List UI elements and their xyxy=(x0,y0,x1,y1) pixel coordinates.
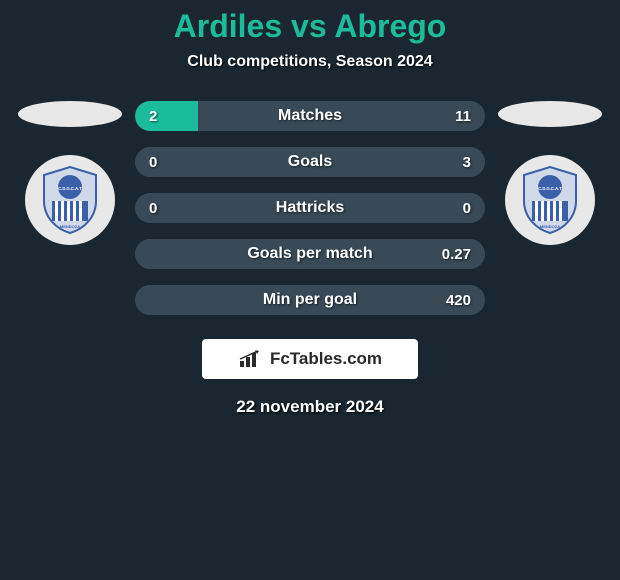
stat-label: Goals per match xyxy=(247,245,372,263)
stat-value-right: 3 xyxy=(463,154,471,171)
right-player-col: C.D.G.C.A.T MENDOZA xyxy=(495,101,605,245)
page-title: Ardiles vs Abrego xyxy=(0,8,620,45)
shield-icon: C.D.G.C.A.T MENDOZA xyxy=(40,165,100,235)
brand-badge[interactable]: FcTables.com xyxy=(202,339,418,379)
svg-text:MENDOZA: MENDOZA xyxy=(540,224,560,229)
left-player-avatar xyxy=(18,101,122,127)
svg-text:C.D.G.C.A.T: C.D.G.C.A.T xyxy=(58,186,82,191)
stat-fill-left xyxy=(135,101,198,131)
stat-bar: 2 Matches 11 xyxy=(135,101,485,131)
comparison-row: C.D.G.C.A.T MENDOZA 2 Matches 11 0 Goals 3 0 Ha… xyxy=(0,101,620,315)
svg-text:MENDOZA: MENDOZA xyxy=(60,224,80,229)
stat-value-right: 0 xyxy=(463,200,471,217)
stat-bars: 2 Matches 11 0 Goals 3 0 Hattricks 0 Goals per ma… xyxy=(135,101,485,315)
stat-bar: 0 Goals 3 xyxy=(135,147,485,177)
stat-value-right: 0.27 xyxy=(442,246,471,263)
right-player-avatar xyxy=(498,101,602,127)
stat-bar: 0 Hattricks 0 xyxy=(135,193,485,223)
brand-label: FcTables.com xyxy=(270,349,382,369)
date-label: 22 november 2024 xyxy=(0,397,620,417)
stat-value-right: 11 xyxy=(455,108,471,125)
stat-value-left: 0 xyxy=(149,154,157,171)
bar-chart-icon xyxy=(238,349,264,369)
stat-label: Goals xyxy=(288,153,332,171)
stat-value-right: 420 xyxy=(446,292,471,309)
stat-value-left: 0 xyxy=(149,200,157,217)
svg-text:C.D.G.C.A.T: C.D.G.C.A.T xyxy=(538,186,562,191)
subtitle: Club competitions, Season 2024 xyxy=(0,53,620,71)
stat-value-left: 2 xyxy=(149,108,157,125)
right-club-crest: C.D.G.C.A.T MENDOZA xyxy=(505,155,595,245)
stat-label: Min per goal xyxy=(263,291,357,309)
left-player-col: C.D.G.C.A.T MENDOZA xyxy=(15,101,125,245)
stat-label: Matches xyxy=(278,107,342,125)
stat-bar: Min per goal 420 xyxy=(135,285,485,315)
left-club-crest: C.D.G.C.A.T MENDOZA xyxy=(25,155,115,245)
widget-root: Ardiles vs Abrego Club competitions, Sea… xyxy=(0,0,620,417)
shield-icon: C.D.G.C.A.T MENDOZA xyxy=(520,165,580,235)
stat-label: Hattricks xyxy=(276,199,344,217)
stat-bar: Goals per match 0.27 xyxy=(135,239,485,269)
